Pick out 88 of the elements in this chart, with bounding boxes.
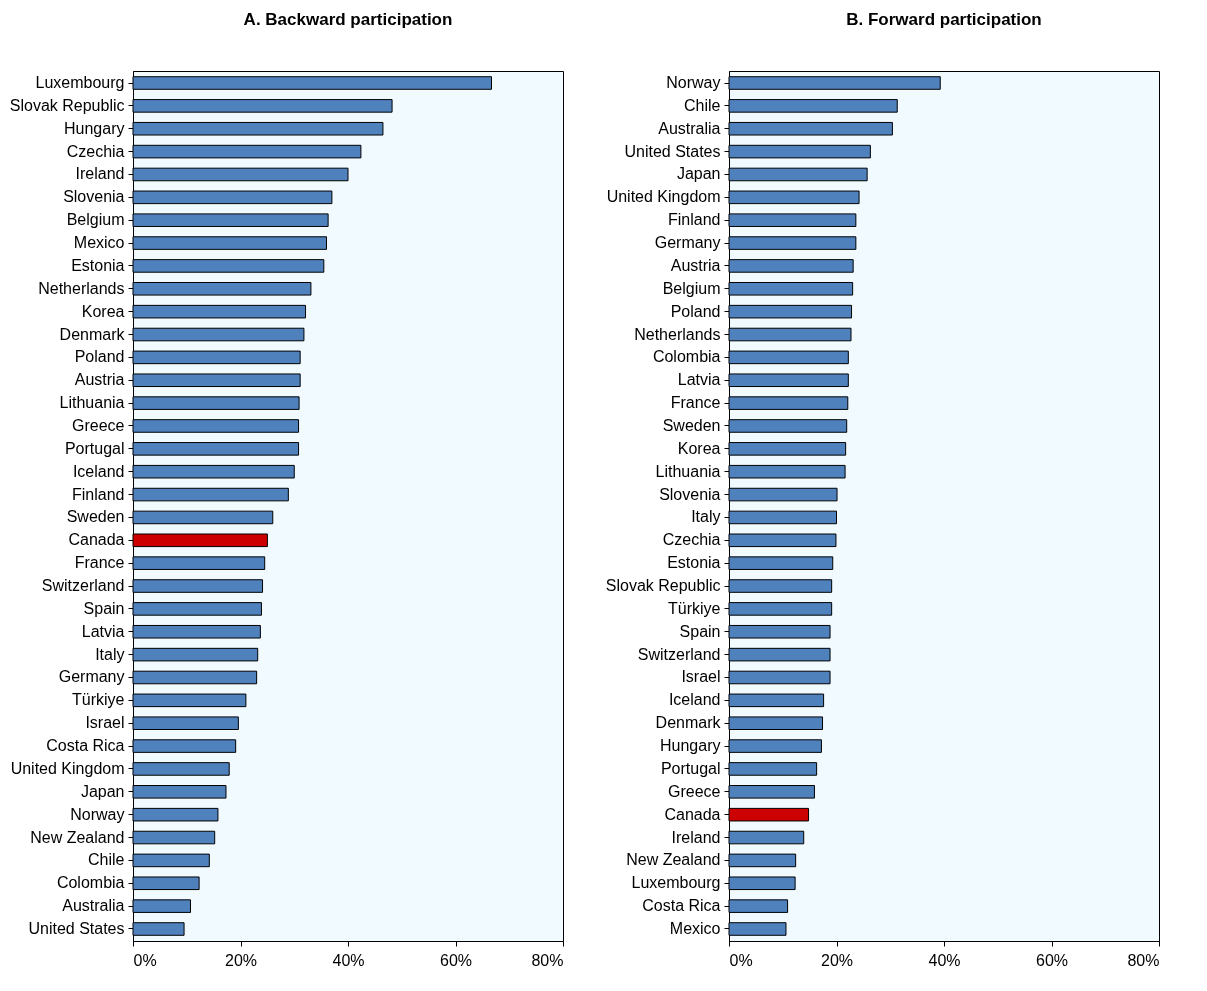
x-tick-label: 40% bbox=[332, 951, 365, 969]
x-tick-label: 80% bbox=[531, 951, 564, 969]
y-tick-label: Slovak Republic bbox=[9, 96, 125, 114]
y-tick-label: Chile bbox=[684, 96, 721, 114]
y-tick-label: Costa Rica bbox=[46, 737, 125, 755]
y-tick-label: Mexico bbox=[73, 234, 125, 252]
y-tick-label: Latvia bbox=[81, 622, 125, 640]
y-tick-label: Iceland bbox=[668, 691, 721, 709]
y-tick-label: Czechia bbox=[66, 142, 125, 160]
y-tick-label: Chile bbox=[88, 851, 125, 869]
y-tick-label: Denmark bbox=[59, 325, 126, 343]
y-tick-label: Australia bbox=[62, 897, 125, 915]
y-tick-label: New Zealand bbox=[626, 851, 721, 869]
x-tick-label: 20% bbox=[820, 951, 854, 969]
x-tick-label: 60% bbox=[439, 951, 473, 969]
y-tick-label: Colombia bbox=[56, 874, 125, 892]
y-tick-label: France bbox=[670, 394, 721, 412]
y-tick-label: Canada bbox=[664, 805, 721, 823]
y-tick-label: Spain bbox=[83, 599, 125, 617]
y-tick-label: Italy bbox=[691, 508, 721, 526]
y-tick-label: Italy bbox=[95, 645, 125, 663]
y-tick-label: Israel bbox=[85, 714, 125, 732]
chart-title: A. Backward participation bbox=[243, 10, 453, 29]
y-tick-label: Estonia bbox=[71, 256, 125, 274]
y-tick-label: Japan bbox=[676, 165, 721, 183]
y-tick-label: United Kingdom bbox=[606, 188, 721, 206]
y-tick-label: Mexico bbox=[669, 920, 721, 937]
y-tick-label: Spain bbox=[679, 622, 721, 640]
y-tick-label: Japan bbox=[80, 782, 125, 800]
y-tick-label: Greece bbox=[668, 782, 721, 800]
y-tick-label: Hungary bbox=[660, 737, 721, 755]
y-tick-label: Colombia bbox=[652, 348, 721, 366]
y-tick-label: Belgium bbox=[66, 211, 125, 229]
y-tick-label: New Zealand bbox=[30, 828, 125, 846]
y-tick-label: Latvia bbox=[677, 371, 721, 389]
x-tick-label: 0% bbox=[133, 951, 157, 969]
y-tick-label: Germany bbox=[654, 234, 721, 252]
y-tick-label: Austria bbox=[74, 371, 125, 389]
y-tick-label: Denmark bbox=[655, 714, 722, 732]
chart-title: B. Forward participation bbox=[846, 10, 1042, 29]
y-tick-label: Luxembourg bbox=[35, 74, 125, 91]
x-tick-label: 80% bbox=[1127, 951, 1160, 969]
y-tick-label: Iceland bbox=[72, 462, 125, 480]
y-tick-label: Estonia bbox=[667, 554, 721, 572]
y-tick-label: Poland bbox=[74, 348, 125, 366]
y-tick-label: Slovenia bbox=[659, 485, 721, 503]
y-tick-label: Poland bbox=[670, 302, 721, 320]
y-tick-label: Slovak Republic bbox=[605, 577, 721, 595]
y-tick-label: Norway bbox=[666, 74, 721, 91]
y-tick-label: Belgium bbox=[662, 279, 721, 297]
y-tick-label: Sweden bbox=[66, 508, 125, 526]
y-tick-label: Ireland bbox=[671, 828, 721, 846]
y-tick-label: France bbox=[74, 554, 125, 572]
y-tick-label: Australia bbox=[658, 119, 721, 137]
y-tick-label: Slovenia bbox=[63, 188, 125, 206]
y-tick-label: Lithuania bbox=[655, 462, 721, 480]
x-tick-label: 0% bbox=[729, 951, 753, 969]
y-tick-label: Portugal bbox=[660, 759, 721, 777]
y-tick-label: Korea bbox=[677, 439, 721, 457]
y-tick-label: Austria bbox=[670, 256, 721, 274]
y-tick-label: Norway bbox=[70, 805, 125, 823]
x-tick-label: 40% bbox=[928, 951, 961, 969]
y-tick-label: Switzerland bbox=[41, 577, 125, 595]
y-tick-label: Czechia bbox=[662, 531, 721, 549]
y-tick-label: Türkiye bbox=[72, 691, 125, 709]
x-tick-label: 20% bbox=[224, 951, 258, 969]
y-tick-label: Israel bbox=[681, 668, 721, 686]
y-tick-label: United Kingdom bbox=[10, 759, 125, 777]
y-tick-label: Finland bbox=[72, 485, 125, 503]
y-tick-label: United States bbox=[624, 142, 721, 160]
y-tick-label: Sweden bbox=[662, 416, 721, 434]
y-tick-label: Lithuania bbox=[59, 394, 125, 412]
y-tick-label: Ireland bbox=[75, 165, 125, 183]
y-tick-label: Netherlands bbox=[634, 325, 721, 343]
y-tick-label: Canada bbox=[68, 531, 125, 549]
x-tick-label: 60% bbox=[1035, 951, 1069, 969]
y-tick-label: Hungary bbox=[64, 119, 125, 137]
y-tick-label: Portugal bbox=[64, 439, 125, 457]
y-tick-label: Costa Rica bbox=[642, 897, 721, 915]
y-tick-label: Korea bbox=[81, 302, 125, 320]
y-tick-label: Luxembourg bbox=[631, 874, 721, 892]
y-tick-label: Germany bbox=[58, 668, 125, 686]
y-tick-label: United States bbox=[28, 920, 125, 937]
y-tick-label: Finland bbox=[668, 211, 721, 229]
y-tick-label: Greece bbox=[72, 416, 125, 434]
y-tick-label: Netherlands bbox=[38, 279, 125, 297]
y-tick-label: Türkiye bbox=[668, 599, 721, 617]
y-tick-label: Switzerland bbox=[637, 645, 721, 663]
